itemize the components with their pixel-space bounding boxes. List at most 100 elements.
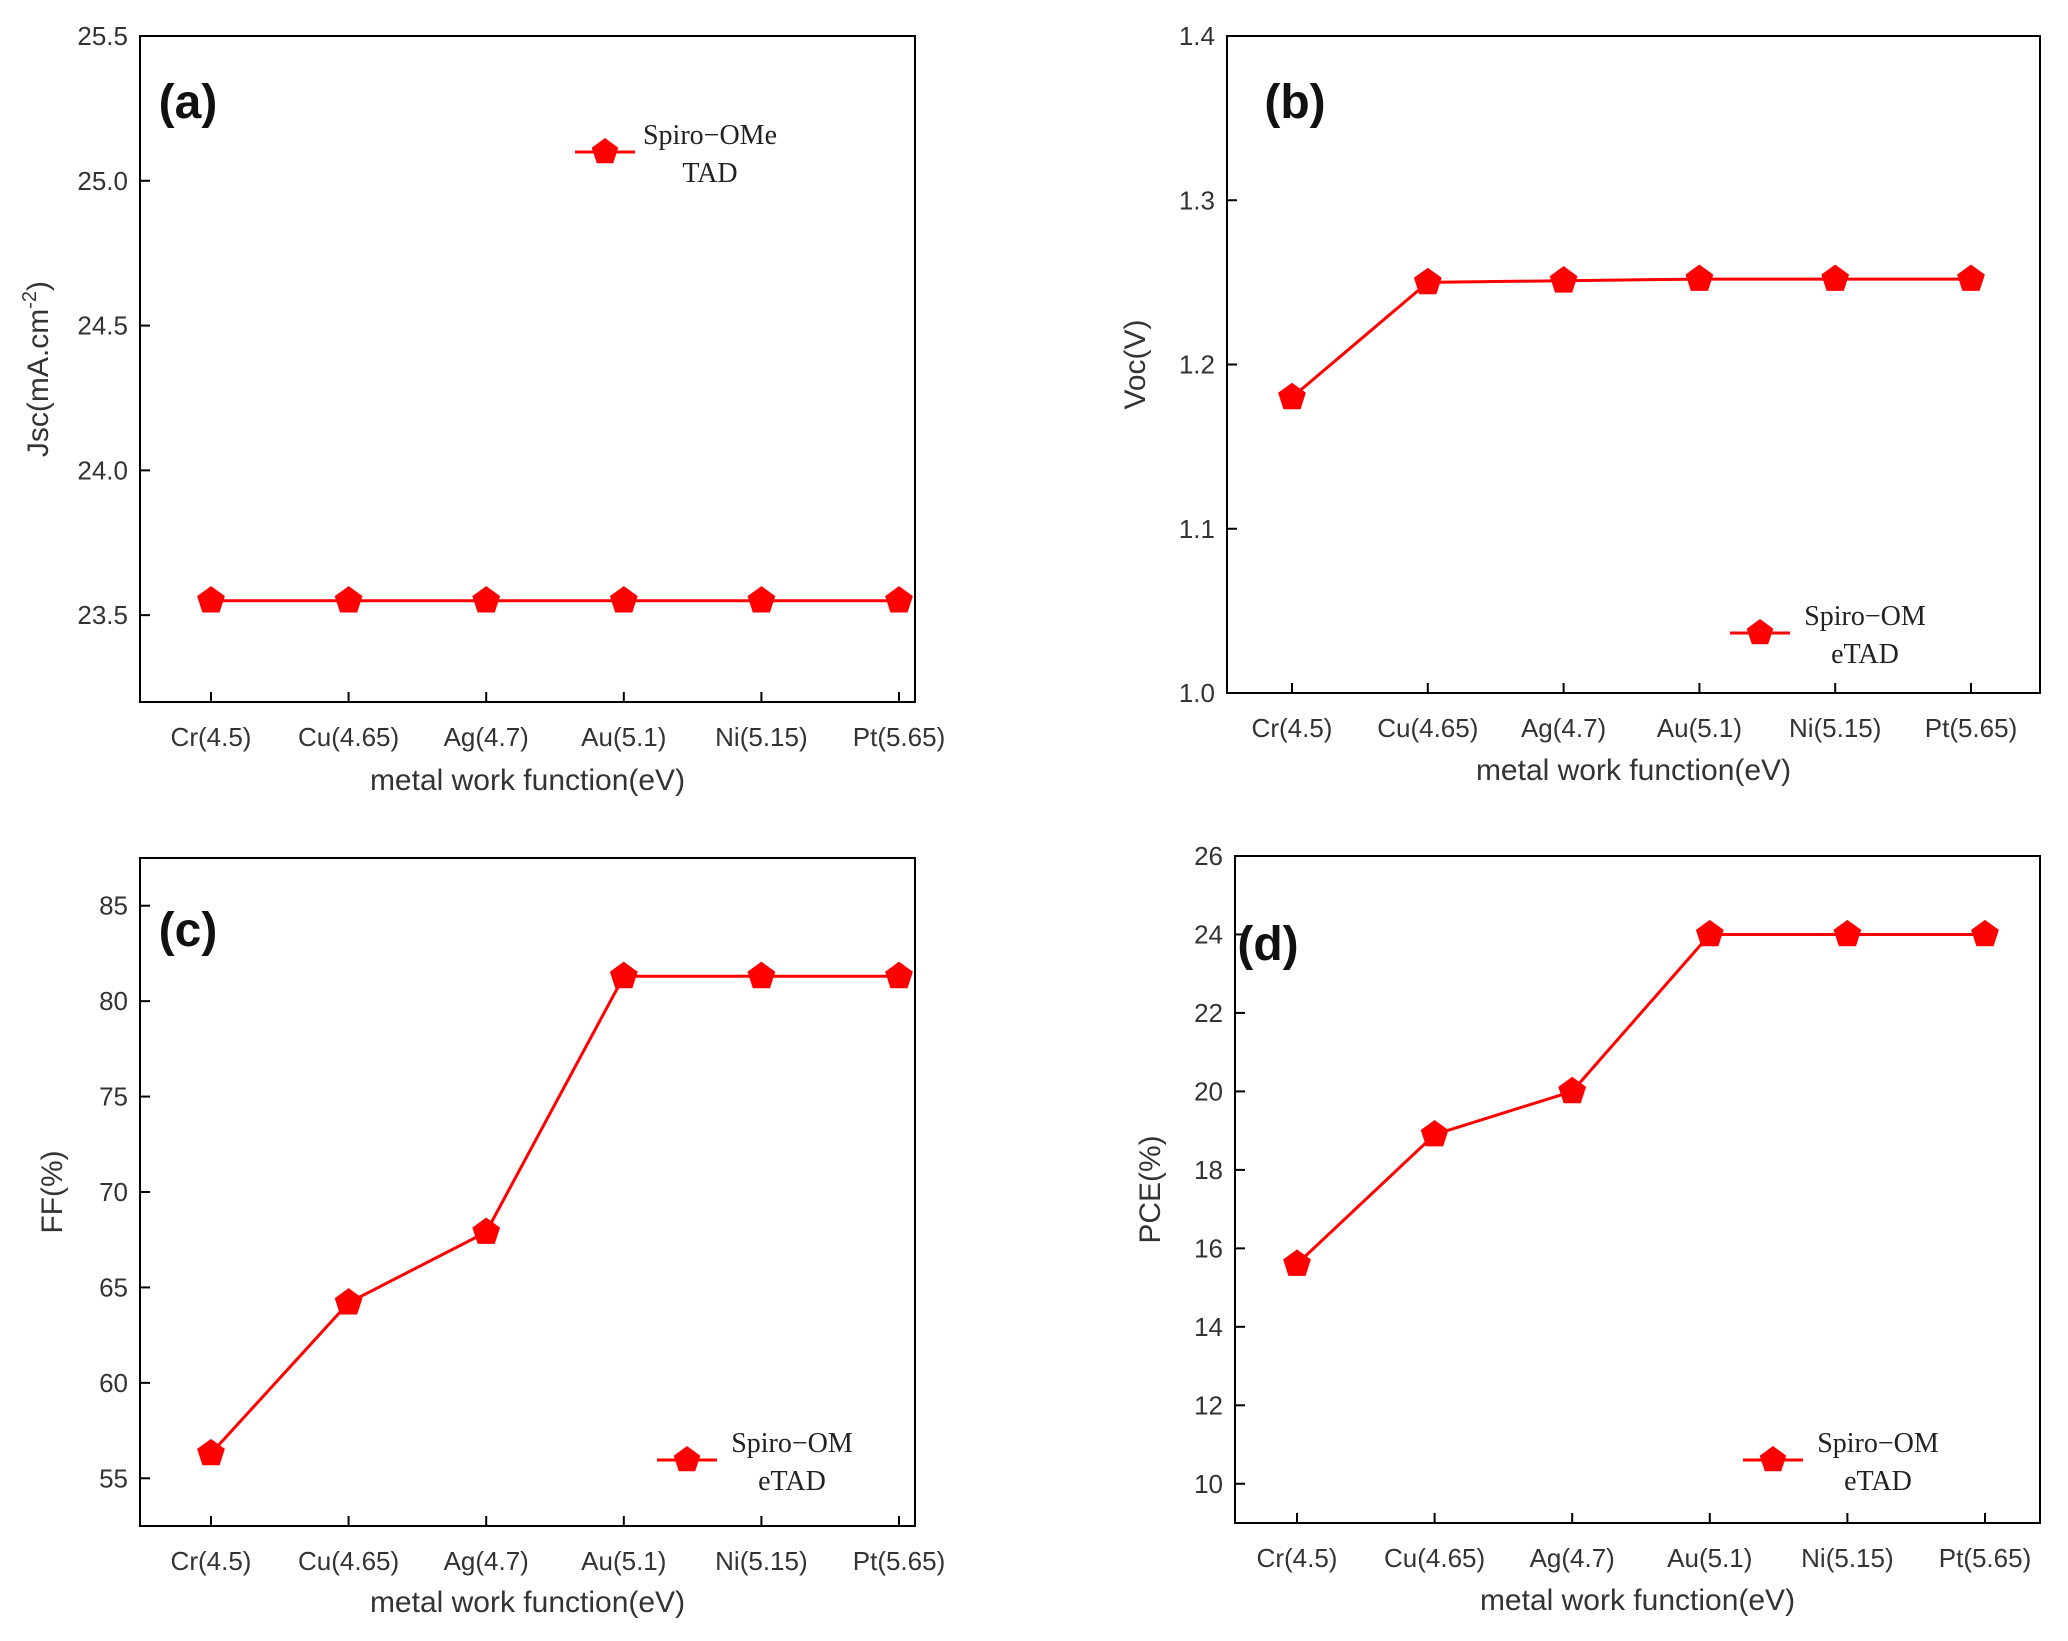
data-point [1821,264,1850,291]
panel-label: (c) [159,904,218,957]
panel-label: (a) [159,76,218,129]
data-point [1283,1249,1311,1276]
legend-label: eTAD [758,1466,826,1497]
data-point [747,961,776,989]
series-line [1295,933,1985,1266]
x-tick-label: Au(5.1) [581,1546,666,1576]
x-tick-label: Ag(4.7) [444,722,529,752]
legend-marker [591,138,619,164]
y-axis-title-main: Jsc(mA.cm [22,309,55,457]
y-tick-label: 25.5 [77,21,128,51]
y-tick-label: 23.5 [77,600,128,630]
data-point [197,1438,225,1466]
x-tick-label: Cu(4.65) [1384,1543,1485,1573]
y-axis-title: FF(%) [36,1150,69,1233]
x-tick-label: Au(5.1) [1667,1543,1752,1573]
y-axis-title: PCE(%) [1134,1135,1167,1243]
y-tick-label: 60 [99,1368,128,1398]
y-tick-label: 1.3 [1179,185,1215,215]
y-tick-label: 24.5 [77,311,128,341]
x-tick-label: Cr(4.5) [1257,1543,1338,1573]
y-tick-label: 80 [99,986,128,1016]
data-point [197,586,225,613]
plot-frame [1226,35,2041,694]
legend-marker [1746,619,1774,645]
data-point [885,961,913,989]
y-axis-title-end: ) [22,281,55,291]
legend-label: eTAD [1831,639,1899,670]
x-tick-label: Ni(5.15) [1789,713,1881,743]
y-tick-label: 1.2 [1179,350,1215,380]
x-tick-label: Cr(4.5) [1252,713,1333,743]
legend-label: Spiro−OM [1817,1428,1939,1459]
x-tick-label: Ni(5.15) [715,1546,807,1576]
data-point [334,586,363,613]
legend-marker [673,1446,701,1472]
x-tick-label: Cu(4.65) [298,1546,399,1576]
data-point [1971,919,1999,947]
y-tick-label: 1.4 [1179,21,1215,51]
x-tick-label: Cr(4.5) [171,1546,252,1576]
y-tick-label: 65 [99,1272,128,1302]
y-tick-label: 25.0 [77,166,128,196]
x-tick-label: Ag(4.7) [444,1546,529,1576]
x-tick-label: Pt(5.65) [853,722,946,752]
y-tick-label: 1.1 [1179,514,1215,544]
panel-label: (b) [1264,76,1325,129]
legend-label: Spiro−OM [1804,601,1926,632]
data-point [1558,1076,1587,1104]
data-point [472,586,501,613]
legend-label: TAD [682,158,737,189]
y-tick-label: 1.0 [1179,678,1215,708]
x-tick-label: Pt(5.65) [1939,1543,2032,1573]
data-point [334,1288,363,1315]
data-point [1685,264,1714,291]
x-axis-title: metal work function(eV) [1480,1584,1795,1617]
y-axis-title: Jsc(mA.cm-2) [19,281,55,457]
y-tick-label: 75 [99,1082,128,1112]
chart-panel-c: 55 60 65 70 75 80 85 Cr(4.5) Cu(4.65) Ag(4.7) Au(5… [36,857,946,1619]
chart-panel-d: 10 12 14 16 18 20 22 24 26 Cr(4.5) Cu(4.65) Ag(4.7)… [1134,841,2041,1617]
y-axis-title: Voc(V) [1119,319,1152,409]
data-point [472,1217,501,1244]
y-tick-label: 12 [1194,1390,1223,1420]
y-axis-title-superscript: -2 [19,291,41,309]
y-tick-label: 24 [1194,919,1223,949]
legend-label: Spiro−OM [731,1428,853,1459]
y-tick-label: 24.0 [77,455,128,485]
x-tick-label: Pt(5.65) [853,1546,946,1576]
y-tick-label: 22 [1194,998,1223,1028]
y-tick-label: 18 [1194,1155,1223,1185]
chart-panel-b: 1.0 1.1 1.2 1.3 1.4 Cr(4.5) Cu(4.65) Ag(4.7) Au(… [1119,21,2041,787]
x-tick-label: Cu(4.65) [298,722,399,752]
data-point [747,586,776,613]
legend-label: eTAD [1844,1466,1912,1497]
data-point [1278,382,1306,410]
y-tick-label: 14 [1194,1312,1223,1342]
legend-label: Spiro−OMe [643,120,777,151]
data-point [1413,267,1442,295]
x-axis-title: metal work function(eV) [1476,754,1791,787]
x-tick-label: Ag(4.7) [1521,713,1606,743]
data-point [1957,264,1985,291]
x-tick-label: Au(5.1) [1657,713,1742,743]
series-line [1291,277,1971,399]
y-tick-label: 85 [99,891,128,921]
data-point [609,586,638,613]
y-tick-label: 55 [99,1463,128,1493]
chart-panel-a: 23.5 24.0 24.5 25.0 25.5 Cr(4.5) Cu(4.65) Ag(4.… [19,21,945,797]
x-tick-label: Au(5.1) [581,722,666,752]
y-tick-label: 70 [99,1177,128,1207]
y-tick-label: 10 [1194,1469,1223,1499]
data-point [1833,919,1862,947]
data-point [609,961,638,989]
x-axis-title: metal work function(eV) [370,764,685,797]
plot-frame [1234,855,2041,1524]
legend-marker [1759,1446,1787,1472]
x-tick-label: Ni(5.15) [715,722,807,752]
x-tick-label: Pt(5.65) [1925,713,2018,743]
data-point [1695,919,1724,947]
data-point [1549,266,1578,293]
y-tick-label: 26 [1194,841,1223,871]
